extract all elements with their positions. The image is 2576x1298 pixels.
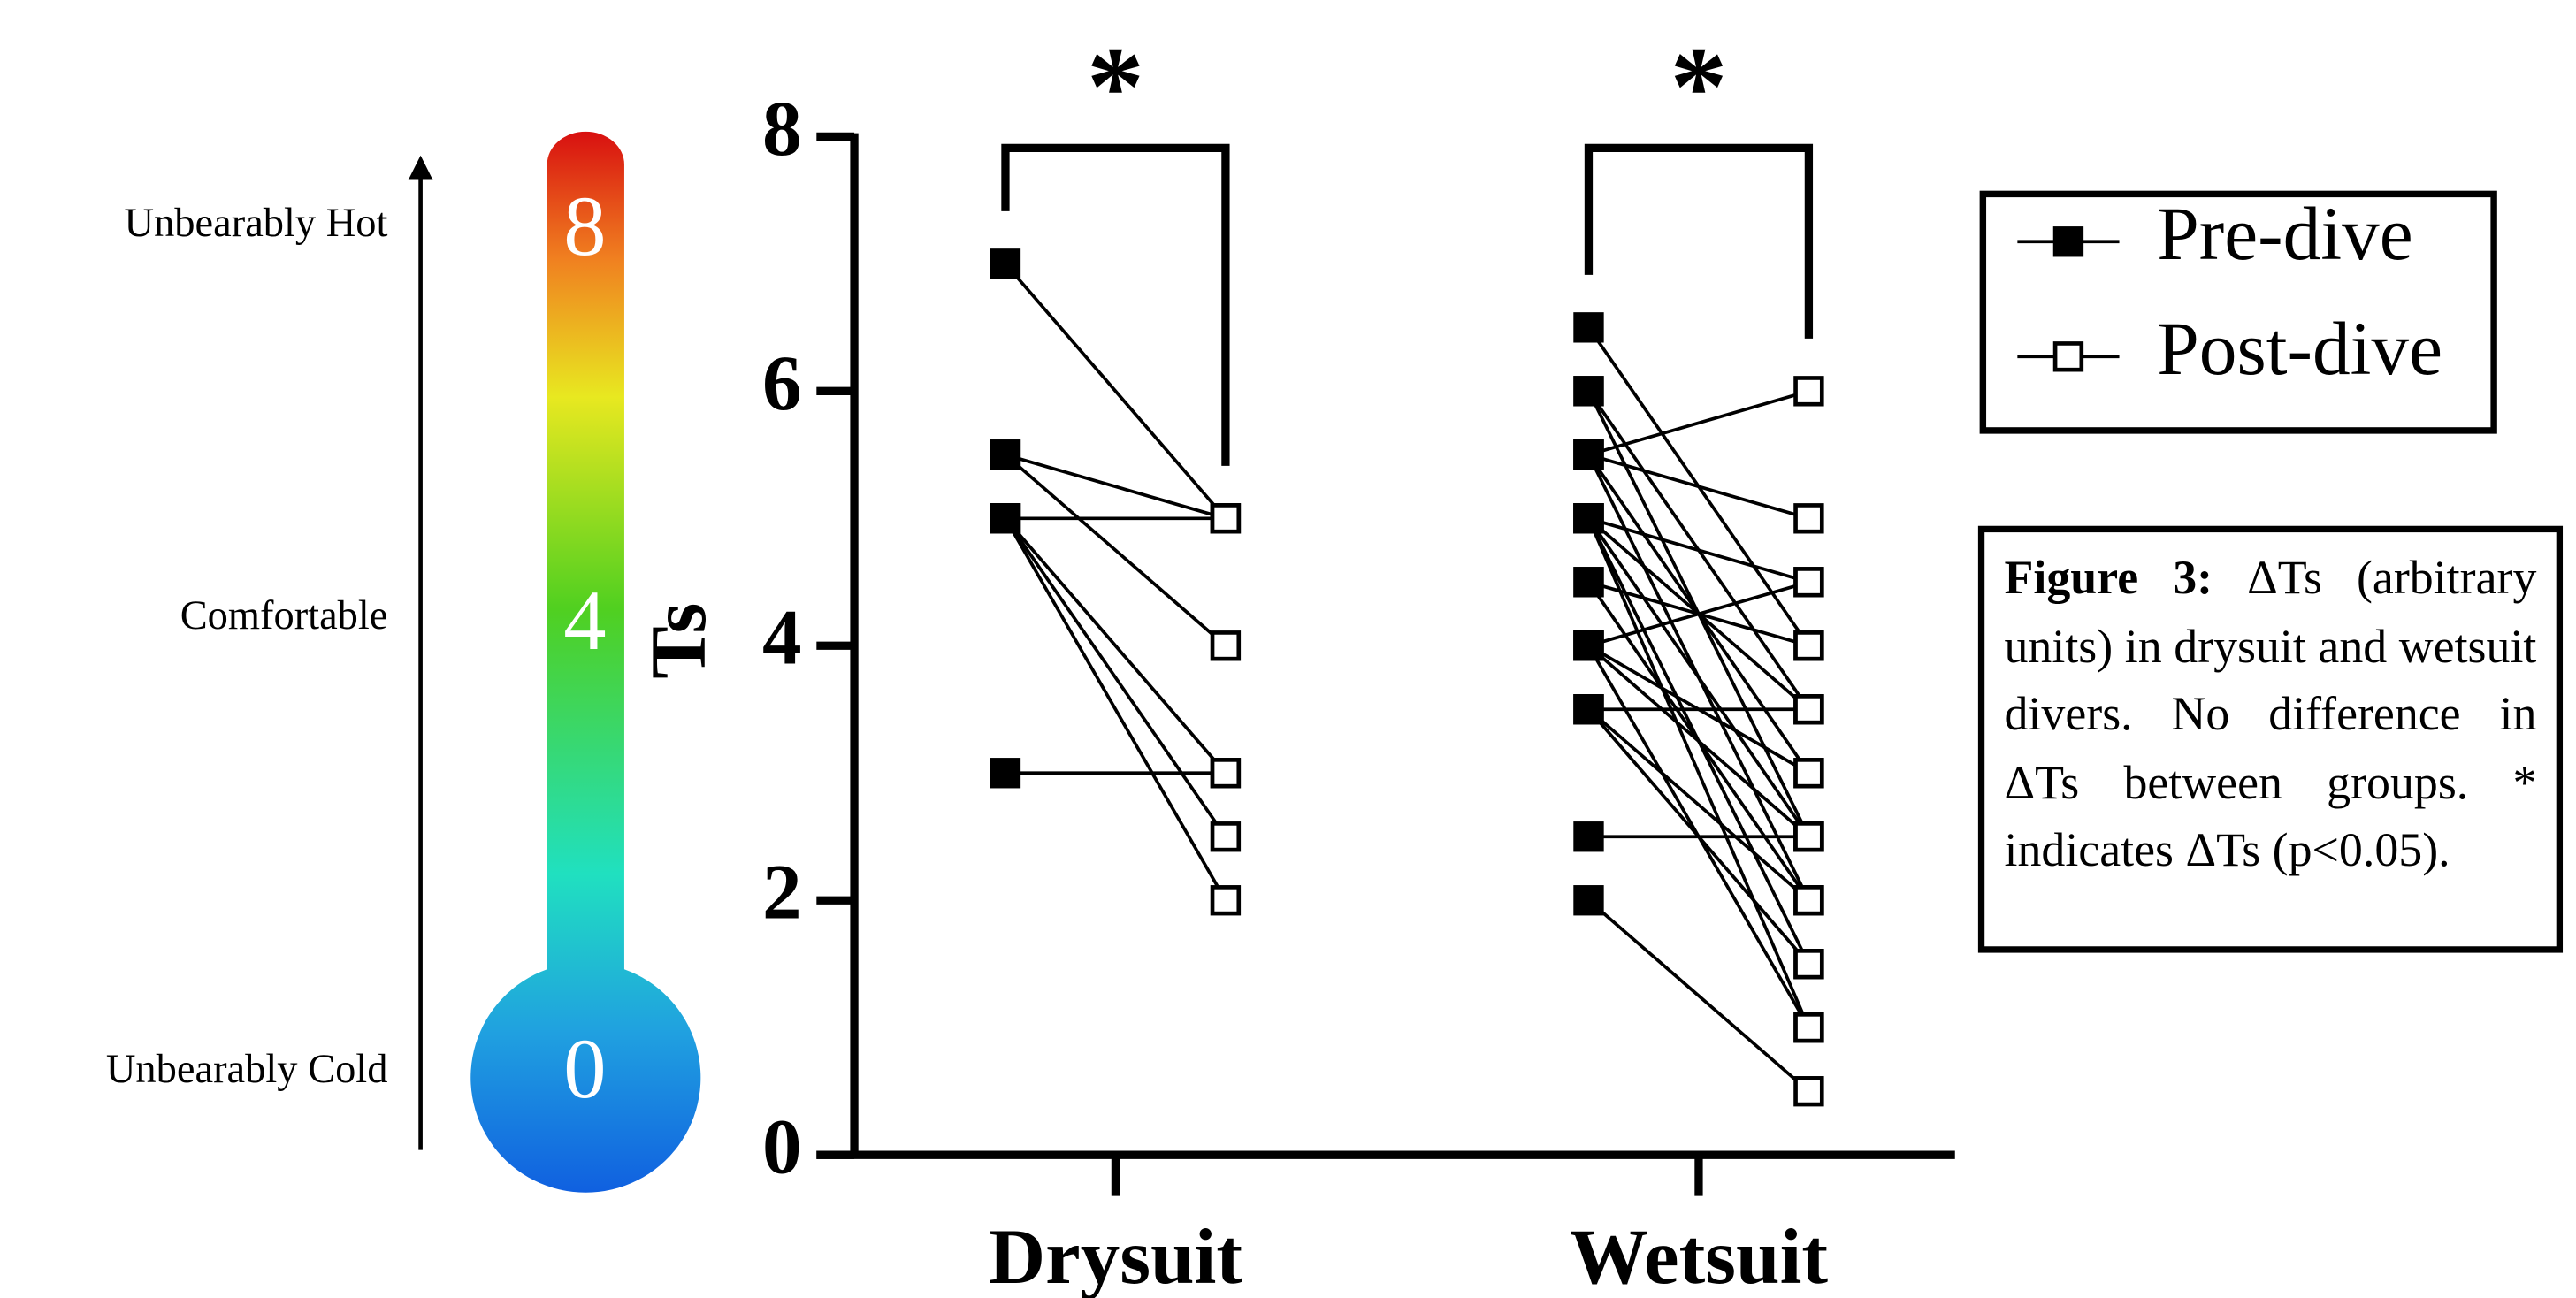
post-dive-point [1793, 376, 1824, 407]
significance-mark: * [1670, 23, 1727, 150]
post-dive-point [1793, 503, 1824, 534]
thermometer-body [470, 131, 701, 1193]
post-dive-point [1793, 758, 1824, 789]
post-dive-point [1793, 1076, 1824, 1107]
post-dive-point [1210, 821, 1242, 852]
pair-line [1586, 517, 1811, 1028]
significance-bracket [1001, 143, 1230, 466]
pair-line [1587, 644, 1810, 838]
pair-line [1587, 453, 1809, 521]
pre-dive-point [1573, 885, 1604, 916]
pre-dive-point [1573, 821, 1604, 852]
pair-line [1587, 389, 1809, 457]
post-dive-point [1210, 503, 1242, 534]
legend-box [1979, 190, 2497, 434]
pre-dive-point [1573, 503, 1604, 534]
pre-dive-point [990, 758, 1021, 789]
pair-line [1004, 517, 1227, 838]
pre-dive-point [990, 248, 1021, 279]
pre-dive-point [1573, 439, 1604, 470]
legend-label: Post-dive [2157, 308, 2442, 391]
legend-label: Pre-dive [2157, 193, 2412, 276]
post-dive-point [1793, 567, 1824, 598]
pre-dive-point [1573, 312, 1604, 343]
y-tick-label: 2 [762, 850, 802, 936]
post-dive-point [1793, 694, 1824, 725]
pair-line [1586, 517, 1810, 838]
post-dive-point [1210, 758, 1242, 789]
post-dive-point [1210, 630, 1242, 661]
pre-dive-point [1573, 567, 1604, 598]
pre-dive-point [1573, 376, 1604, 407]
pre-dive-point [990, 503, 1021, 534]
scale-label: Unbearably Cold [106, 1047, 388, 1092]
y-tick-label: 8 [762, 86, 802, 172]
pair-line [1587, 707, 1810, 902]
thermometer [408, 131, 701, 1193]
post-dive-point [1210, 885, 1242, 916]
y-axis-label: Ts [636, 603, 722, 679]
scale-label: Comfortable [180, 593, 388, 638]
post-dive-point [1793, 821, 1824, 852]
thermometer-number: 4 [563, 573, 606, 668]
scale-label: Unbearably Hot [125, 201, 388, 246]
pre-dive-point [1573, 694, 1604, 725]
caption: Figure 3: ΔTs (arbitrary units) in drysu… [1984, 532, 2557, 899]
y-tick-label: 0 [762, 1104, 802, 1191]
caption-text: ΔTs (arbitrary units) in drysuit and wet… [2004, 552, 2537, 878]
pair-line [1004, 517, 1227, 775]
y-tick-label: 4 [762, 595, 802, 682]
y-tick-label: 6 [762, 340, 802, 427]
post-dive-point [1793, 630, 1824, 661]
x-tick-label: Wetsuit [1570, 1214, 1829, 1298]
pair-line [1004, 263, 1227, 520]
significance-mark: * [1087, 23, 1144, 150]
caption-label: Figure 3: [2004, 552, 2213, 605]
thermometer-number: 8 [563, 179, 606, 273]
post-dive-point [1793, 885, 1824, 916]
significance-bracket [1584, 143, 1814, 339]
pair-line [1587, 516, 1809, 584]
caption-box: Figure 3: ΔTs (arbitrary units) in drysu… [1977, 525, 2564, 953]
thermometer-number: 0 [563, 1021, 606, 1116]
caption-frame: Figure 3: ΔTs (arbitrary units) in drysu… [1977, 525, 2564, 953]
pair-line [1005, 453, 1227, 521]
legend-marker [2052, 341, 2084, 372]
pair-line [1004, 517, 1227, 902]
pre-dive-point [1573, 630, 1604, 661]
pair-line [1587, 898, 1810, 1093]
pre-dive-point [990, 439, 1021, 470]
x-tick-label: Drysuit [989, 1214, 1243, 1298]
post-dive-point [1793, 949, 1824, 980]
legend-marker [2052, 226, 2084, 257]
post-dive-point [1793, 1012, 1824, 1043]
pair-line [1587, 580, 1809, 648]
pair-line [1004, 453, 1227, 647]
